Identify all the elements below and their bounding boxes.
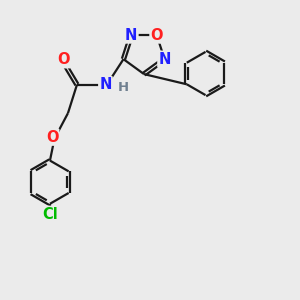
Text: Cl: Cl xyxy=(42,207,58,222)
Text: N: N xyxy=(99,77,112,92)
Text: O: O xyxy=(150,28,163,43)
Text: O: O xyxy=(46,130,58,145)
Text: N: N xyxy=(158,52,171,67)
Text: N: N xyxy=(125,28,137,43)
Text: O: O xyxy=(57,52,70,67)
Text: H: H xyxy=(118,81,129,94)
